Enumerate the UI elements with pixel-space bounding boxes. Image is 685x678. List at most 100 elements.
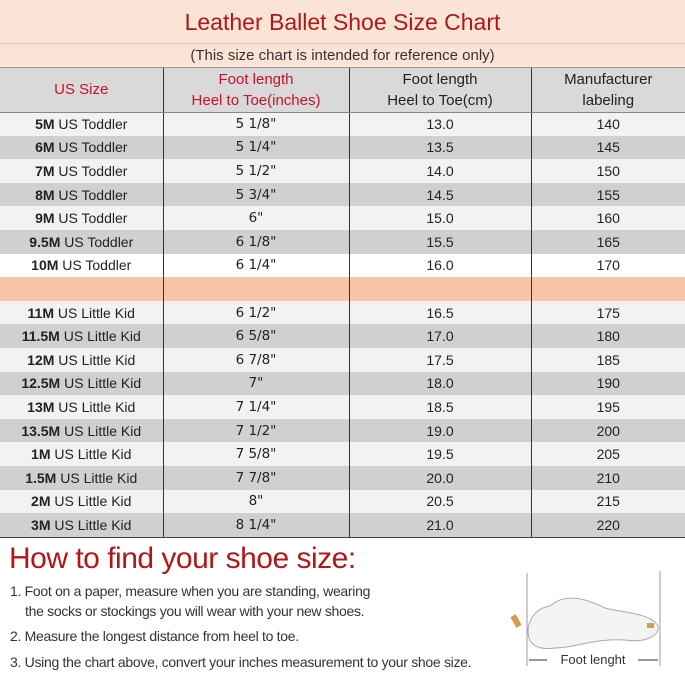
table-row: 7M US Toddler 5 1/2" 14.0 150 bbox=[0, 159, 685, 183]
inches-cell: 6" bbox=[162, 206, 349, 230]
us-size-cell: 11.5M US Little Kid bbox=[0, 324, 163, 348]
size-category: US Little Kid bbox=[54, 493, 132, 510]
size-number: 11.5M bbox=[21, 328, 60, 345]
size-number: 5M bbox=[35, 116, 55, 133]
us-size-cell: 6M US Toddler bbox=[0, 135, 163, 160]
manufacturer-cell: 180 bbox=[530, 324, 685, 348]
manufacturer-cell: 140 bbox=[530, 112, 685, 136]
cm-cell: 15.0 bbox=[348, 206, 531, 230]
table-row: 11M US Little Kid 6 1/2" 16.5 175 bbox=[0, 300, 685, 325]
inches-cell: 6 7/8" bbox=[162, 347, 349, 372]
us-size-cell: 9.5M US Toddler bbox=[0, 229, 163, 254]
cm-cell: 18.0 bbox=[348, 371, 531, 396]
us-size-cell: 8M US Toddler bbox=[0, 182, 163, 207]
table-row: 8M US Toddler 5 3/4" 14.5 155 bbox=[0, 182, 685, 207]
size-number: 13M bbox=[27, 398, 55, 415]
table-row: 10M US Toddler 6 1/4" 16.0 170 bbox=[0, 253, 685, 278]
size-number: 2M bbox=[31, 493, 51, 510]
inches-cell: 5 1/2" bbox=[162, 159, 349, 183]
chart-subtitle: (This size chart is intended for referen… bbox=[0, 44, 685, 68]
manufacturer-cell: 165 bbox=[530, 229, 685, 254]
cm-cell: 19.5 bbox=[348, 442, 531, 466]
header-text: Manufacturer bbox=[564, 70, 653, 88]
us-size-cell: 7M US Toddler bbox=[0, 159, 163, 183]
us-size-cell: 10M US Toddler bbox=[0, 253, 163, 278]
manufacturer-cell: 160 bbox=[530, 206, 685, 230]
step-1: 1. Foot on a paper, measure when you are… bbox=[10, 583, 371, 599]
us-size-cell: 12M US Little Kid bbox=[0, 347, 163, 372]
inches-cell: 8" bbox=[162, 489, 349, 514]
us-size-cell: 2M US Little Kid bbox=[0, 489, 163, 514]
size-table: US Size Foot length Heel to Toe(inches) F… bbox=[0, 68, 685, 537]
header-text: US Size bbox=[54, 81, 109, 99]
size-category: US Toddler bbox=[62, 257, 132, 274]
size-number: 6M bbox=[35, 139, 55, 156]
inches-cell: 6 1/2" bbox=[162, 300, 349, 325]
manufacturer-cell: 145 bbox=[530, 135, 685, 160]
us-size-cell: 13M US Little Kid bbox=[0, 395, 163, 419]
size-category: US Little Kid bbox=[57, 304, 135, 321]
inches-cell: 5 3/4" bbox=[162, 182, 349, 207]
size-number: 11M bbox=[27, 304, 55, 321]
size-category: US Toddler bbox=[58, 210, 128, 227]
manufacturer-cell: 215 bbox=[530, 489, 685, 514]
size-category: US Little Kid bbox=[64, 422, 142, 439]
size-number: 3M bbox=[31, 516, 51, 533]
table-row: 6M US Toddler 5 1/4" 13.5 145 bbox=[0, 135, 685, 160]
table-row: 3M US Little Kid 8 1/4" 21.0 220 bbox=[0, 513, 685, 537]
size-number: 9M bbox=[35, 210, 55, 227]
table-row: 13.5M US Little Kid 7 1/2" 19.0 200 bbox=[0, 418, 685, 443]
header-cm: Foot length Heel to Toe(cm) bbox=[348, 68, 531, 113]
table-row: 12.5M US Little Kid 7" 18.0 190 bbox=[0, 371, 685, 396]
manufacturer-cell: 220 bbox=[530, 513, 685, 537]
us-size-cell: 5M US Toddler bbox=[0, 112, 163, 136]
manufacturer-cell: 200 bbox=[530, 418, 685, 443]
step-2: 2. Measure the longest distance from hee… bbox=[10, 628, 299, 644]
cm-cell: 17.5 bbox=[348, 347, 531, 372]
header-us-size: US Size bbox=[0, 68, 163, 113]
cm-cell: 18.5 bbox=[348, 395, 531, 419]
header-row: US Size Foot length Heel to Toe(inches) F… bbox=[0, 68, 685, 113]
manufacturer-cell: 210 bbox=[530, 465, 685, 490]
cm-cell: 14.0 bbox=[348, 159, 531, 183]
table-row: 13M US Little Kid 7 1/4" 18.5 195 bbox=[0, 395, 685, 419]
separator-cell bbox=[162, 277, 349, 301]
manufacturer-cell: 150 bbox=[530, 159, 685, 183]
table-row: 11.5M US Little Kid 6 5/8" 17.0 180 bbox=[0, 324, 685, 348]
table-row: 1.5M US Little Kid 7 7/8" 20.0 210 bbox=[0, 465, 685, 490]
size-number: 13.5M bbox=[21, 422, 61, 439]
size-number: 12.5M bbox=[21, 375, 61, 392]
us-size-cell: 9M US Toddler bbox=[0, 206, 163, 230]
size-category: US Little Kid bbox=[64, 375, 142, 392]
foot-icon: Foot lenght bbox=[510, 571, 661, 667]
header-text: Foot length bbox=[218, 70, 294, 88]
table-row: 5M US Toddler 5 1/8" 13.0 140 bbox=[0, 112, 685, 136]
cm-cell: 21.0 bbox=[348, 513, 531, 537]
cm-cell: 16.5 bbox=[348, 300, 531, 325]
how-to-heading: How to find your shoe size: bbox=[9, 542, 356, 575]
size-category: US Toddler bbox=[58, 116, 128, 133]
foot-illustration: Foot lenght bbox=[505, 568, 665, 673]
cm-cell: 16.0 bbox=[348, 253, 531, 278]
size-number: 8M bbox=[35, 186, 55, 203]
manufacturer-cell: 205 bbox=[530, 442, 685, 466]
header-manufacturer: Manufacturer labeling bbox=[530, 68, 685, 113]
inches-cell: 7 1/2" bbox=[162, 418, 349, 443]
size-category: US Toddler bbox=[58, 162, 128, 179]
separator-cell bbox=[0, 277, 163, 301]
chart-title: Leather Ballet Shoe Size Chart bbox=[0, 0, 685, 44]
inches-cell: 6 1/8" bbox=[162, 229, 349, 254]
cm-cell: 13.5 bbox=[348, 135, 531, 160]
header-text: Foot length bbox=[402, 70, 478, 88]
header-text: Heel to Toe(inches) bbox=[191, 91, 321, 109]
header-text: labeling bbox=[582, 91, 635, 109]
size-category: US Little Kid bbox=[58, 398, 136, 415]
inches-cell: 5 1/4" bbox=[162, 135, 349, 160]
how-to-section: How to find your shoe size: 1. Foot on a… bbox=[0, 537, 685, 675]
size-category: US Little Kid bbox=[60, 469, 138, 486]
inches-cell: 7 1/4" bbox=[162, 395, 349, 419]
cm-cell: 19.0 bbox=[348, 418, 531, 443]
inches-cell: 7" bbox=[162, 371, 349, 396]
separator-row bbox=[0, 277, 685, 301]
us-size-cell: 12.5M US Little Kid bbox=[0, 371, 163, 396]
